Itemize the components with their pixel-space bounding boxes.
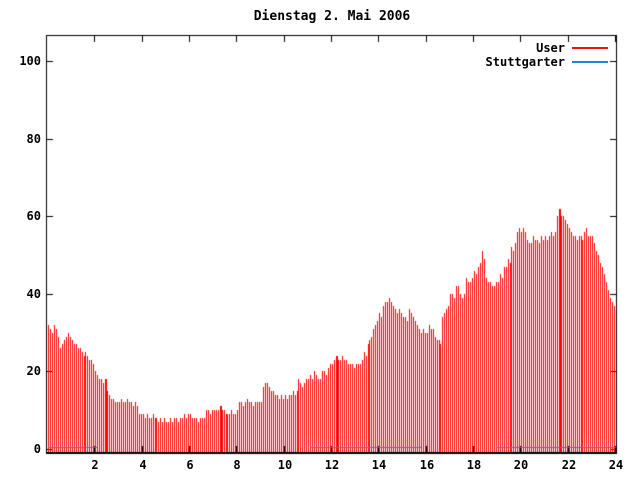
legend-label-user: User bbox=[536, 41, 565, 55]
legend-item-user: User bbox=[0, 41, 640, 55]
x-tick-label-18: 18 bbox=[466, 458, 482, 472]
legend-item-stuttgarter: Stuttgarter bbox=[0, 55, 640, 69]
x-tick-label-22: 22 bbox=[561, 458, 577, 472]
y-tick-label-80: 80 bbox=[26, 132, 41, 146]
x-tick-label-20: 20 bbox=[513, 458, 529, 472]
x-tick-label-14: 14 bbox=[371, 458, 387, 472]
y-tick-label-60: 60 bbox=[26, 209, 41, 223]
x-tick-label-10: 10 bbox=[277, 458, 293, 472]
legend-line-user bbox=[572, 47, 608, 49]
y-tick-label-40: 40 bbox=[26, 287, 41, 301]
x-tick-label-6: 6 bbox=[186, 458, 194, 472]
x-tick-label-2: 2 bbox=[91, 458, 99, 472]
x-tick-label-16: 16 bbox=[419, 458, 435, 472]
x-tick-label-12: 12 bbox=[324, 458, 340, 472]
legend-label-stuttgarter: Stuttgarter bbox=[485, 55, 565, 69]
chart-title: Dienstag 2. Mai 2006 bbox=[253, 9, 411, 24]
x-tick-label-24: 24 bbox=[608, 458, 624, 472]
x-tick-label-8: 8 bbox=[233, 458, 241, 472]
legend-line-stuttgarter bbox=[572, 61, 608, 63]
y-tick-label-20: 20 bbox=[26, 364, 41, 378]
y-tick-label-0: 0 bbox=[33, 442, 41, 456]
y-tick-label-100: 100 bbox=[19, 54, 41, 68]
x-tick-label-4: 4 bbox=[139, 458, 147, 472]
